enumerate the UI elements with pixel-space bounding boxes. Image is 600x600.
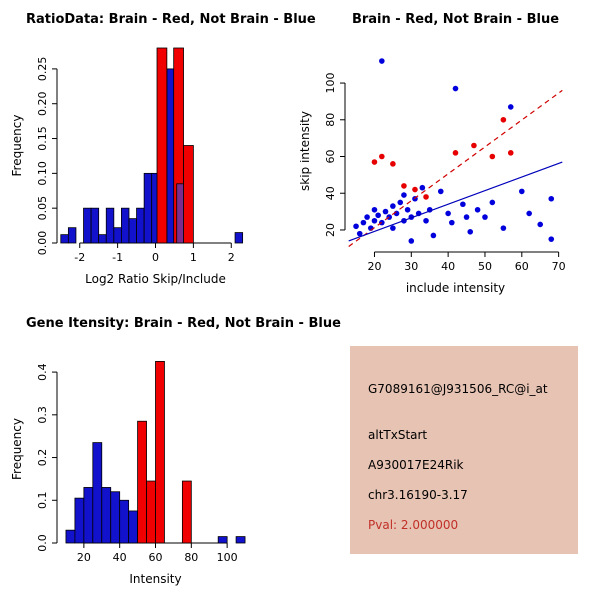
info-panel-box: G7089161@J931506_RC@i_at altTxStart A930…	[350, 346, 578, 554]
svg-text:include intensity: include intensity	[406, 281, 505, 295]
svg-text:20: 20	[77, 551, 91, 564]
svg-text:40: 40	[324, 186, 337, 200]
scatter-chart: 20 30 40 50 60 70 20 40 60 80 100 include intensity…	[300, 58, 566, 295]
svg-text:100: 100	[324, 73, 337, 94]
svg-text:50: 50	[478, 260, 492, 273]
pval-text: Pval: 2.000000	[368, 518, 459, 532]
svg-text:0.2: 0.2	[36, 449, 49, 467]
genome-location-text: chr3.16190-3.17	[368, 488, 468, 502]
svg-text:0.05: 0.05	[36, 196, 49, 221]
ratio-histogram-chart: -2 -1 0 1 2 0.00 0.05 0.10 0.15 0.20 0.25 Log2 Rati…	[10, 47, 244, 286]
gene-histogram-title: Gene Itensity: Brain - Red, Not Brain - …	[26, 316, 341, 331]
svg-text:80: 80	[184, 551, 198, 564]
svg-text:30: 30	[404, 260, 418, 273]
svg-text:Frequency: Frequency	[10, 418, 24, 480]
svg-text:0.0: 0.0	[36, 534, 49, 552]
event-type-text: altTxStart	[368, 428, 428, 442]
svg-text:-2: -2	[74, 251, 85, 264]
svg-text:-1: -1	[112, 251, 123, 264]
svg-text:40: 40	[441, 260, 455, 273]
gene-histogram-chart: 20 40 60 80 100 0.0 0.1 0.2 0.3 0.4 Intensity Frequ…	[10, 361, 246, 586]
svg-text:60: 60	[149, 551, 163, 564]
svg-text:0.10: 0.10	[36, 161, 49, 186]
probe-id-text: G7089161@J931506_RC@i_at	[368, 382, 548, 396]
svg-text:2: 2	[228, 251, 235, 264]
svg-text:0.20: 0.20	[36, 91, 49, 116]
panel-gene-info: G7089161@J931506_RC@i_at altTxStart A930…	[300, 300, 600, 600]
svg-text:80: 80	[324, 113, 337, 127]
scatter-title: Brain - Red, Not Brain - Blue	[351, 12, 560, 27]
svg-text:0.00: 0.00	[36, 231, 49, 256]
svg-text:0.4: 0.4	[36, 363, 49, 381]
svg-text:0: 0	[152, 251, 159, 264]
panel-intensity-scatter: Brain - Red, Not Brain - Blue 20 30 40 50 60…	[300, 0, 600, 300]
svg-text:0.1: 0.1	[36, 492, 49, 510]
svg-text:0.3: 0.3	[36, 406, 49, 424]
svg-text:Log2 Ratio Skip/Include: Log2 Ratio Skip/Include	[85, 272, 226, 286]
svg-text:40: 40	[113, 551, 127, 564]
svg-text:100: 100	[217, 551, 238, 564]
svg-text:0.25: 0.25	[36, 57, 49, 82]
gene-symbol-text: A930017E24Rik	[368, 458, 464, 472]
svg-text:Intensity: Intensity	[129, 572, 181, 586]
svg-text:70: 70	[552, 260, 566, 273]
panel-ratio-histogram: RatioData: Brain - Red, Not Brain - Blue…	[0, 0, 316, 300]
svg-text:Frequency: Frequency	[10, 115, 24, 177]
svg-text:20: 20	[324, 223, 337, 237]
svg-text:1: 1	[190, 251, 197, 264]
svg-text:skip intensity: skip intensity	[300, 111, 312, 191]
panel-gene-intensity-histogram: Gene Itensity: Brain - Red, Not Brain - …	[0, 300, 341, 600]
ratio-histogram-title: RatioData: Brain - Red, Not Brain - Blue	[26, 12, 316, 27]
svg-text:60: 60	[324, 150, 337, 164]
svg-text:60: 60	[515, 260, 529, 273]
svg-text:20: 20	[367, 260, 381, 273]
svg-text:0.15: 0.15	[36, 126, 49, 151]
